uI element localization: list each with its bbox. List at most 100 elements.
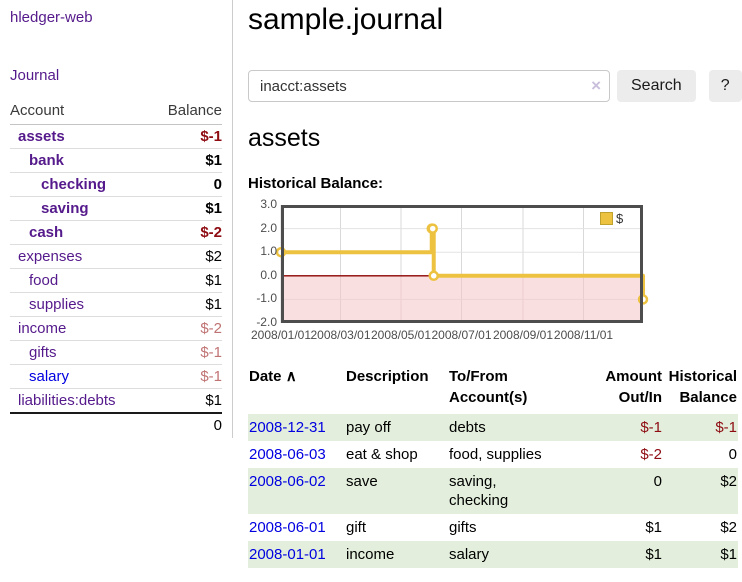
- accounts-table: Account Balance assets $-1 bank $1 check…: [10, 99, 222, 437]
- app-brand-link[interactable]: hledger-web: [10, 9, 93, 26]
- date-column-header[interactable]: Date ∧: [249, 368, 297, 385]
- transaction-balance: 0: [728, 446, 737, 463]
- account-row-cash: cash $-2: [10, 220, 222, 245]
- balance-column-header: Historical Balance: [668, 368, 737, 406]
- balance-chart-plot[interactable]: [275, 205, 649, 323]
- account-row-bank: bank $1: [10, 148, 222, 173]
- y-axis-tick-label: -1.0: [256, 291, 277, 306]
- chart-legend: $: [600, 211, 623, 226]
- legend-swatch-icon: [600, 212, 613, 225]
- transaction-date-link[interactable]: 2008-01-01: [249, 546, 326, 563]
- transaction-date-link[interactable]: 2008-06-03: [249, 446, 326, 463]
- transaction-amount: $1: [588, 541, 663, 568]
- account-link-saving[interactable]: saving: [41, 200, 89, 217]
- accounts-total-balance: 0: [150, 412, 222, 437]
- y-axis-tick-label: 1.0: [260, 244, 277, 259]
- transaction-accounts: debts: [448, 414, 588, 441]
- accounts-table-header: Account Balance: [10, 99, 222, 125]
- sort-ascending-icon: ∧: [285, 368, 297, 385]
- chart-title: Historical Balance:: [248, 175, 384, 192]
- account-row-income: income $-2: [10, 316, 222, 341]
- x-axis-tick-label: 2008/05/01: [370, 328, 432, 342]
- register-row[interactable]: 2008-01-01 income salary $1 $1: [248, 541, 738, 568]
- search-input[interactable]: [248, 70, 610, 102]
- account-link-assets[interactable]: assets: [18, 128, 65, 145]
- account-link-gifts[interactable]: gifts: [29, 344, 57, 361]
- page-title: sample.journal: [248, 3, 444, 36]
- search-form: × Search ?: [248, 70, 742, 102]
- x-axis-tick-label: 2008/11/01: [553, 328, 614, 342]
- account-balance: $-1: [150, 364, 222, 389]
- transaction-accounts: food, supplies: [449, 446, 542, 463]
- account-link-cash[interactable]: cash: [29, 224, 64, 241]
- search-button[interactable]: Search: [617, 70, 696, 102]
- transaction-balance: $1: [663, 541, 738, 568]
- transaction-balance: $-1: [663, 414, 738, 441]
- register-header-row: Date ∧ Description To/From Account(s) Am…: [248, 364, 738, 414]
- account-row-liabilities-debts: liabilities:debts $1: [10, 388, 222, 414]
- transaction-description: save: [345, 468, 448, 514]
- account-link-income[interactable]: income: [18, 320, 67, 337]
- accounts-column-header: To/From Account(s): [449, 368, 528, 406]
- y-axis-tick-label: 3.0: [260, 197, 277, 211]
- account-column-header: Account: [10, 99, 151, 125]
- account-heading: assets: [248, 124, 321, 152]
- account-balance: $1: [150, 148, 222, 173]
- transaction-balance: $2: [663, 468, 738, 514]
- transaction-accounts: gifts: [449, 519, 477, 536]
- account-balance: $-1: [150, 124, 222, 149]
- account-row-checking: checking 0: [10, 172, 222, 197]
- register-row[interactable]: 2008-06-01 gift gifts $1 $2: [248, 514, 738, 541]
- account-row-assets: assets $-1: [10, 124, 222, 149]
- transaction-date-link[interactable]: 2008-12-31: [249, 419, 326, 436]
- transaction-amount: $-2: [640, 446, 662, 463]
- account-balance: $2: [150, 244, 222, 269]
- transaction-amount: $1: [645, 519, 662, 536]
- account-link-liabilities-debts[interactable]: liabilities:debts: [18, 392, 116, 409]
- description-column-header: Description: [346, 368, 429, 385]
- x-axis-tick-label: 2008/03/01: [310, 328, 371, 342]
- x-axis-tick-label: 2008/01/01: [250, 328, 312, 342]
- transaction-date-link[interactable]: 2008-06-02: [249, 473, 326, 490]
- account-balance: 0: [150, 172, 222, 197]
- account-row-gifts: gifts $-1: [10, 340, 222, 365]
- account-link-bank[interactable]: bank: [29, 152, 65, 169]
- account-row-food: food $1: [10, 268, 222, 293]
- register-row[interactable]: 2008-06-02 save saving, checking 0 $2: [248, 468, 738, 514]
- transaction-description: income: [345, 541, 448, 568]
- transaction-description: pay off: [345, 414, 448, 441]
- account-row-supplies: supplies $1: [10, 292, 222, 317]
- account-row-salary: salary $-1: [10, 364, 222, 389]
- account-balance: $1: [150, 196, 222, 221]
- register-row[interactable]: 2008-12-31 pay off debts $-1 $-1: [248, 414, 738, 441]
- transaction-balance: $2: [720, 519, 737, 536]
- accounts-total-row: 0: [10, 412, 222, 437]
- transaction-description: eat & shop: [346, 446, 418, 463]
- help-button[interactable]: ?: [708, 70, 742, 102]
- historical-balance-chart: 3.0 2.0 1.0 0.0 -1.0 -2.0 2008/01/01 2008/03/0…: [248, 197, 718, 350]
- register-row[interactable]: 2008-06-03 eat & shop food, supplies $-2…: [248, 441, 738, 468]
- account-balance: $1: [150, 388, 222, 414]
- account-row-expenses: expenses $2: [10, 244, 222, 269]
- account-link-checking[interactable]: checking: [41, 176, 107, 193]
- transaction-accounts: salary: [448, 541, 588, 568]
- account-balance: $-2: [150, 316, 222, 341]
- transaction-date-link[interactable]: 2008-06-01: [249, 519, 326, 536]
- account-link-food[interactable]: food: [29, 272, 59, 289]
- account-link-salary[interactable]: salary: [29, 368, 70, 385]
- register-table: Date ∧ Description To/From Account(s) Am…: [248, 364, 738, 568]
- transaction-description: gift: [346, 519, 367, 536]
- x-axis-tick-label: 2008/09/01: [492, 328, 554, 342]
- x-axis-tick-label: 2008/07/01: [431, 328, 492, 342]
- transaction-amount: 0: [588, 468, 663, 514]
- legend-label: $: [616, 211, 624, 226]
- y-axis-tick-label: 2.0: [260, 220, 277, 235]
- main-content: sample.journal × Search ? assets Histori…: [248, 0, 742, 568]
- sidebar-item-journal[interactable]: Journal: [10, 67, 60, 84]
- account-balance: $1: [150, 292, 222, 317]
- transaction-accounts: saving, checking: [448, 468, 588, 514]
- account-link-expenses[interactable]: expenses: [18, 248, 83, 265]
- clear-search-icon[interactable]: ×: [591, 76, 601, 95]
- transaction-amount: $-1: [588, 414, 663, 441]
- account-link-supplies[interactable]: supplies: [29, 296, 85, 313]
